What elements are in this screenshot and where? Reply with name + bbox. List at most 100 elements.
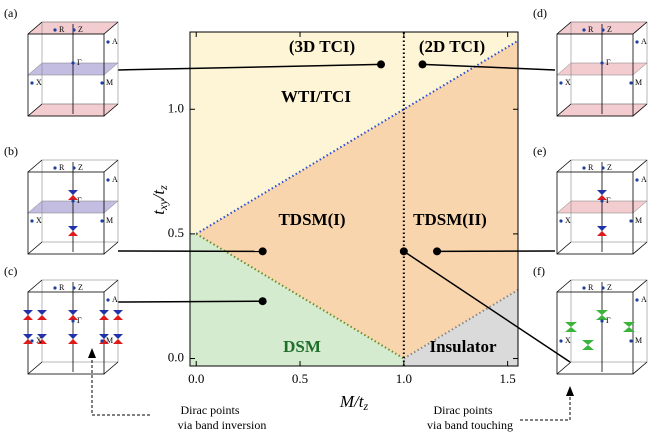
bz-edge bbox=[103, 361, 119, 375]
phase-region bbox=[196, 40, 518, 359]
bz-point bbox=[100, 219, 104, 223]
bz-point bbox=[600, 319, 604, 323]
bz-point bbox=[72, 28, 76, 32]
bz-point bbox=[53, 166, 57, 170]
dirac-cone bbox=[99, 334, 109, 339]
panel-label: (e) bbox=[533, 144, 546, 158]
dirac-cone bbox=[68, 189, 78, 195]
bz-point bbox=[601, 286, 605, 290]
bz-point bbox=[53, 28, 57, 32]
bz-edge bbox=[27, 159, 43, 173]
bz-point bbox=[601, 28, 605, 32]
arrow bbox=[520, 390, 571, 421]
dirac-cone bbox=[582, 345, 594, 350]
y-tick-label: 1.0 bbox=[168, 100, 184, 115]
bz-point bbox=[53, 286, 57, 290]
bz-point bbox=[100, 339, 104, 343]
bz-label: M bbox=[635, 216, 642, 225]
region-label: DSM bbox=[283, 337, 321, 356]
region-label: TDSM(I) bbox=[278, 210, 345, 229]
bz-label: R bbox=[588, 283, 594, 292]
bz-point bbox=[600, 61, 604, 65]
bz-point bbox=[582, 286, 586, 290]
x-label-main: M/t bbox=[339, 392, 365, 411]
panel-label: (a) bbox=[4, 6, 17, 20]
bz-label: X bbox=[36, 336, 42, 345]
dirac-cone bbox=[596, 314, 608, 320]
bz-label: R bbox=[588, 163, 594, 172]
region-label: Insulator bbox=[429, 337, 497, 356]
bz-edge bbox=[632, 21, 648, 35]
dirac-cone bbox=[113, 315, 123, 320]
phase-point bbox=[433, 247, 442, 256]
dirac-cone bbox=[597, 194, 607, 200]
bz-front bbox=[556, 33, 634, 117]
bz-label: M bbox=[635, 336, 642, 345]
bz-edge bbox=[27, 21, 43, 35]
bz-label: X bbox=[36, 78, 42, 87]
bz-label: A bbox=[112, 37, 118, 46]
bz-label: X bbox=[565, 78, 571, 87]
dirac-cone bbox=[113, 310, 123, 315]
bz-point bbox=[106, 40, 110, 44]
bz-point bbox=[71, 199, 75, 203]
bz-edge bbox=[103, 241, 119, 255]
dirac-cone bbox=[23, 310, 33, 315]
dirac-cone bbox=[99, 315, 109, 320]
x-axis-label: M/tz bbox=[339, 392, 369, 413]
bz-point bbox=[629, 81, 633, 85]
dirac-cone bbox=[623, 322, 635, 327]
panel-label: (f) bbox=[533, 264, 545, 278]
x-tick-label: 0.0 bbox=[188, 371, 204, 386]
dirac-cone bbox=[37, 315, 47, 320]
bz-front bbox=[27, 291, 105, 375]
phase-point bbox=[258, 247, 267, 256]
bz-label: Z bbox=[607, 163, 612, 172]
bz-back bbox=[570, 21, 648, 105]
bz-label: Z bbox=[78, 283, 83, 292]
bz-label: Γ bbox=[606, 58, 611, 67]
bz-edge bbox=[103, 103, 119, 117]
bz-label: M bbox=[106, 216, 113, 225]
bz-label: Γ bbox=[77, 196, 82, 205]
bz-edge bbox=[556, 103, 572, 117]
dirac-cone bbox=[597, 231, 607, 237]
bz-label: A bbox=[112, 295, 118, 304]
dirac-cone bbox=[37, 310, 47, 315]
annotation: Dirac points bbox=[181, 403, 240, 417]
bz-front bbox=[556, 291, 634, 375]
dirac-cone bbox=[113, 334, 123, 339]
dirac-cone bbox=[68, 334, 78, 339]
plot: 0.0 0.5 1.0 1.5 0.0 0.5 1.0 bbox=[117, 31, 571, 386]
bz-label: M bbox=[106, 78, 113, 87]
dirac-cone bbox=[623, 327, 635, 332]
bz-edge bbox=[556, 279, 572, 293]
bz-edge bbox=[632, 361, 648, 375]
annotation: Dirac points bbox=[434, 403, 493, 417]
bz-label: A bbox=[641, 175, 647, 184]
bz-edge bbox=[103, 21, 119, 35]
bz-edge bbox=[103, 279, 119, 293]
bz-label: Γ bbox=[77, 316, 82, 325]
phase-region bbox=[190, 233, 404, 366]
bz-label: A bbox=[112, 175, 118, 184]
bz-point bbox=[71, 61, 75, 65]
dirac-cone bbox=[597, 189, 607, 195]
bz-edge bbox=[632, 159, 648, 173]
bz-point bbox=[71, 319, 75, 323]
bz-label: Z bbox=[78, 25, 83, 34]
dirac-cone bbox=[565, 327, 577, 332]
bz-edge bbox=[556, 159, 572, 173]
bz-edge bbox=[556, 21, 572, 35]
dirac-cone bbox=[113, 339, 123, 344]
bz-point bbox=[30, 81, 34, 85]
bz-panel: R Z A Γ X M (a) bbox=[4, 6, 119, 117]
dirac-cone bbox=[23, 339, 33, 344]
bz-panel: R Z A Γ X M (d) bbox=[533, 6, 648, 117]
dirac-cone bbox=[68, 315, 78, 320]
y-tick-label: 0.0 bbox=[168, 350, 184, 365]
bz-label: Z bbox=[607, 283, 612, 292]
y-label-part: z bbox=[156, 185, 170, 191]
dirac-cone bbox=[23, 315, 33, 320]
x-label-sub: z bbox=[362, 399, 368, 413]
